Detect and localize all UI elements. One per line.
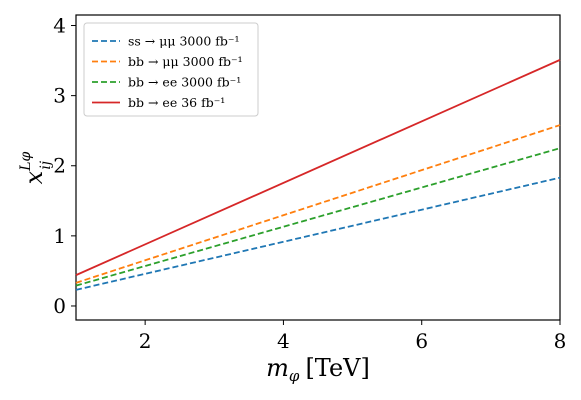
y-tick-label: 0 (53, 294, 66, 318)
series-lines (75, 59, 561, 291)
y-axis-subscript: ij (38, 160, 54, 169)
series-line-2 (75, 124, 561, 284)
series-line-1 (75, 176, 561, 291)
x-tick-label: 8 (554, 329, 567, 353)
y-tick-label: 2 (53, 154, 66, 178)
plot-frame (75, 14, 561, 321)
x-tick-label: 2 (139, 329, 152, 353)
series-line-3 (75, 147, 561, 287)
y-tick-label: 3 (53, 84, 66, 108)
y-tick-label: 4 (53, 14, 66, 38)
y-axis-superscript: Lφ (18, 151, 34, 171)
series-line-4 (75, 59, 561, 276)
x-tick-label: 6 (415, 329, 428, 353)
axis-ticks: 2 4 6 8 0 1 2 3 4 (53, 14, 566, 353)
legend-label-4: bb → ee 36 fb⁻¹ (128, 95, 225, 110)
legend-label-3: bb → ee 3000 fb⁻¹ (128, 75, 241, 90)
legend-label-2: bb → μμ 3000 fb⁻¹ (128, 54, 243, 69)
legend-frame (83, 22, 259, 117)
legend: ss → μμ 3000 fb⁻¹ bb → μμ 3000 fb⁻¹ bb → e… (83, 22, 259, 117)
y-axis-title: xLφ ij (18, 151, 54, 184)
x-tick-label: 4 (277, 329, 290, 353)
legend-label-1: ss → μμ 3000 fb⁻¹ (128, 34, 240, 49)
y-tick-label: 1 (53, 224, 66, 248)
x-axis-title: mφ [TeV] (266, 354, 370, 385)
y-axis-symbol: x (20, 170, 48, 184)
